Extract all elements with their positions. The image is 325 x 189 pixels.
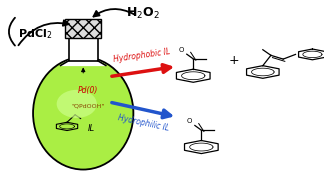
Text: IL: IL: [88, 124, 95, 133]
Text: +: +: [228, 54, 239, 67]
Polygon shape: [61, 61, 106, 65]
Bar: [69, 38, 98, 61]
Text: O: O: [178, 47, 184, 53]
Text: O: O: [186, 118, 192, 124]
Ellipse shape: [33, 57, 133, 170]
Text: PdCl$_2$: PdCl$_2$: [19, 28, 53, 41]
Text: Hydrophilic IL: Hydrophilic IL: [117, 113, 170, 133]
Text: Pd(0): Pd(0): [78, 86, 98, 95]
Ellipse shape: [57, 90, 97, 118]
Text: H$_2$O$_2$: H$_2$O$_2$: [126, 6, 160, 21]
Text: Hydrophobic IL: Hydrophobic IL: [112, 48, 171, 64]
Text: "QPdOOH": "QPdOOH": [72, 103, 105, 108]
Bar: [65, 19, 101, 38]
